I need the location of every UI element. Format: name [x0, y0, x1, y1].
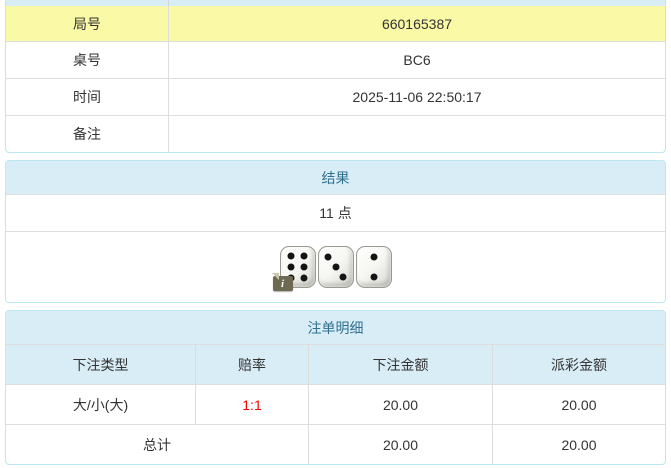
result-panel: 结果 11 点 i — [5, 160, 666, 303]
die-pip — [287, 263, 295, 271]
table-row-time: 时间 2025-11-06 22:50:17 — [6, 78, 665, 115]
col-header-odds: 赔率 — [196, 345, 309, 384]
die-pip — [339, 273, 347, 281]
table-number-label: 桌号 — [6, 42, 169, 78]
payout-value: 20.00 — [561, 396, 597, 413]
info-icon-glyph: i — [280, 277, 285, 290]
round-id-label: 局号 — [6, 6, 169, 41]
die-pip — [324, 253, 332, 261]
round-id-value: 660165387 — [381, 15, 453, 32]
bet-table-header-row: 下注类型 赔率 下注金额 派彩金额 — [6, 345, 665, 384]
die-pip — [332, 263, 339, 271]
total-payout: 20.00 — [561, 436, 597, 453]
die-pip — [300, 252, 308, 260]
die-pip — [370, 253, 377, 261]
bet-details-panel: 注单明细 下注类型 赔率 下注金额 派彩金额 大/小(大) 1:1 20.00 … — [5, 310, 666, 465]
col-header-bet-amount: 下注金额 — [309, 345, 493, 384]
die-1-wrap: i — [271, 246, 317, 291]
info-icon[interactable]: i — [271, 273, 293, 291]
table-row-round-id: 局号 660165387 — [6, 6, 665, 41]
result-points: 11 点 — [319, 205, 352, 221]
table-row-remark: 备注 — [6, 115, 665, 152]
remark-value — [169, 116, 665, 152]
col-header-payout: 派彩金额 — [551, 356, 607, 373]
die-3 — [355, 246, 392, 288]
total-bet-amount: 20.00 — [309, 425, 493, 464]
die-pip — [370, 273, 377, 281]
remark-label: 备注 — [6, 116, 169, 152]
die-pip — [300, 263, 308, 271]
bet-table-row: 大/小(大) 1:1 20.00 20.00 — [6, 384, 665, 424]
bet-table-total-row: 总计 20.00 20.00 — [6, 424, 665, 464]
odds-value: 1:1 — [196, 385, 309, 424]
result-panel-title: 结果 — [6, 161, 665, 195]
die-1 — [279, 246, 316, 288]
total-label: 总计 — [6, 425, 309, 464]
time-label: 时间 — [6, 79, 169, 115]
cutoff-table-header — [6, 0, 665, 6]
die-pip — [300, 274, 308, 282]
bet-amount-value: 20.00 — [309, 385, 493, 424]
game-info-panel: 局号 660165387 桌号 BC6 时间 2025-11-06 22:50:… — [5, 0, 666, 153]
die-pip — [287, 252, 295, 260]
col-header-bet-type: 下注类型 — [6, 345, 196, 384]
die-2 — [317, 246, 354, 288]
table-row-table-number: 桌号 BC6 — [6, 41, 665, 78]
bet-type-value: 大/小(大) — [6, 385, 196, 424]
cutoff-label-cell — [6, 0, 169, 6]
table-number-value: BC6 — [403, 52, 431, 68]
bet-details-title: 注单明细 — [6, 311, 665, 345]
time-value: 2025-11-06 22:50:17 — [352, 89, 482, 105]
dice-row: i — [6, 232, 665, 302]
result-points-row: 11 点 — [6, 195, 665, 232]
